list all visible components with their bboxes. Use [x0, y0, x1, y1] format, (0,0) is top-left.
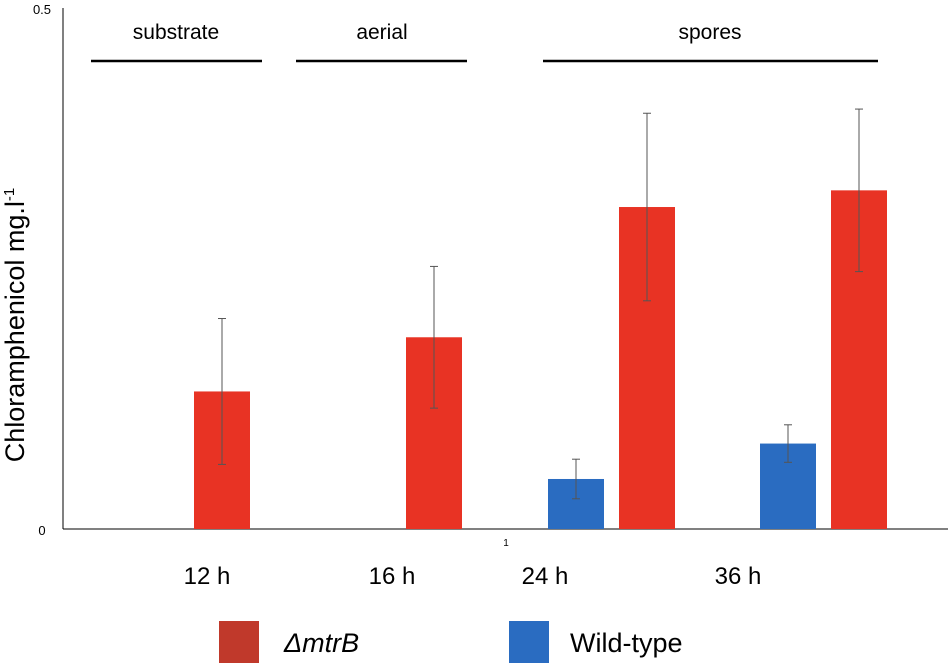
- legend-swatch-mtrb: [219, 621, 259, 663]
- phase-label-aerial: aerial: [356, 21, 407, 44]
- error-bar-mtrb-36h: [855, 108, 863, 273]
- x-tick-label-24h: 24 h: [522, 563, 569, 590]
- y-axis-label: Chloramphenicol mg.l-1: [0, 188, 30, 462]
- legend-label-wildtype: Wild-type: [570, 628, 683, 658]
- phase-label-substrate: substrate: [133, 21, 219, 44]
- error-bar-wildtype-36h: [784, 424, 792, 463]
- bars-group: [194, 108, 887, 529]
- error-bar-wildtype-24h: [572, 458, 580, 500]
- error-bar-mtrb-12h: [218, 318, 226, 465]
- error-bar-mtrb-24h: [643, 112, 651, 302]
- y-tick-label-max: 0.5: [33, 2, 51, 17]
- legend-swatch-wildtype: [509, 621, 549, 663]
- x-tick-label-16h: 16 h: [369, 563, 416, 590]
- stray-axis-label: 1: [503, 538, 509, 549]
- legend-label-mtrb: ΔmtrB: [283, 628, 359, 658]
- y-axis-label-main: Chloramphenicol mg.l: [0, 201, 30, 462]
- y-tick-label-zero: 0: [38, 523, 45, 538]
- x-tick-label-12h: 12 h: [184, 563, 231, 590]
- y-axis-label-superscript: -1: [1, 188, 18, 201]
- error-bar-mtrb-16h: [430, 265, 438, 409]
- phase-label-spores: spores: [678, 21, 741, 44]
- x-tick-label-36h: 36 h: [715, 563, 762, 590]
